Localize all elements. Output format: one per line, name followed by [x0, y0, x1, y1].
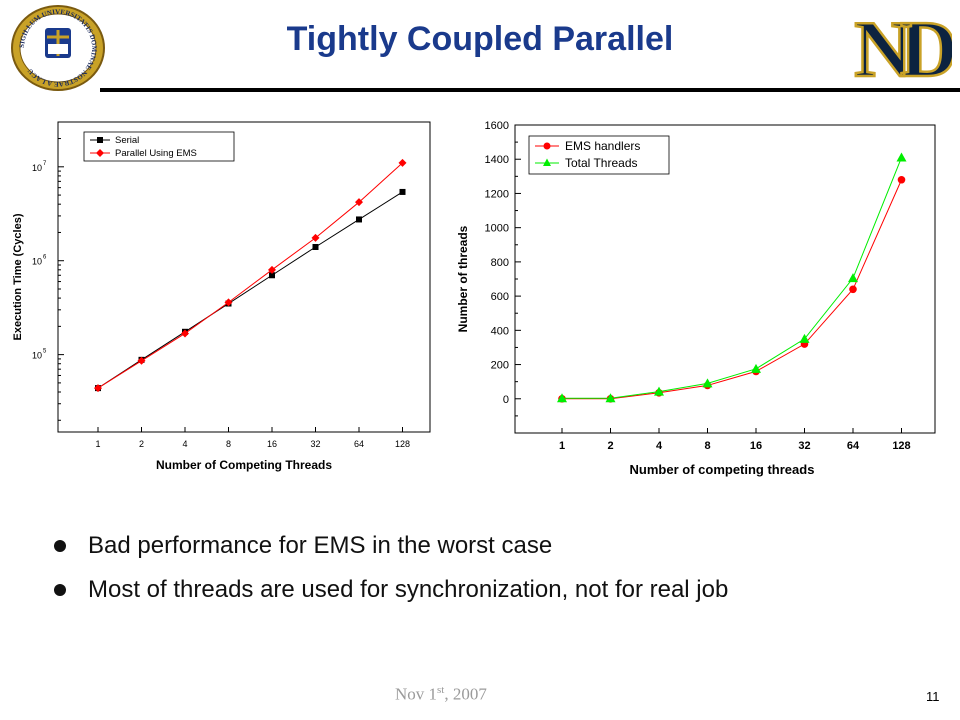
data-point [399, 188, 406, 195]
y-tick-label: 400 [491, 325, 509, 337]
y-tick-label: 0 [503, 394, 509, 406]
y-tick-label: 800 [491, 257, 509, 269]
x-tick-label: 1 [559, 440, 565, 452]
x-axis-label: Number of competing threads [630, 462, 815, 477]
bullet-dot [54, 584, 66, 596]
footer-date: Nov 1st, 2007 [395, 684, 487, 704]
plot-frame [57, 121, 431, 433]
title-divider [100, 88, 960, 92]
data-point [398, 158, 407, 167]
bullet-list: Bad performance for EMS in the worst cas… [52, 528, 932, 616]
y-tick-label: 10 [32, 257, 42, 267]
data-point [605, 393, 616, 403]
x-tick-label: 4 [656, 440, 663, 452]
y-axis-label: Number of threads [456, 225, 470, 332]
data-point [751, 363, 761, 373]
data-point [849, 285, 857, 294]
data-point [224, 298, 233, 307]
y-tick-label: 1200 [485, 188, 509, 200]
series-line-serial [97, 191, 403, 389]
legend-label-ems-handlers: EMS handlers [565, 139, 640, 153]
x-tick-label: 8 [704, 440, 710, 452]
bullet-dot [54, 540, 66, 552]
x-tick-label: 128 [892, 440, 910, 452]
data-point [654, 386, 664, 396]
legend-label-serial: Serial [115, 135, 139, 146]
series-line-total-threads [562, 157, 902, 399]
data-point [897, 175, 906, 184]
data-point [268, 265, 276, 274]
series-line-ems-handlers [562, 179, 902, 400]
data-point [896, 152, 907, 162]
legend: Serial Parallel Using EMS [83, 131, 235, 162]
x-tick-label: 16 [750, 440, 762, 452]
y-axis-label: Execution Time (Cycles) [12, 213, 24, 340]
data-point [311, 233, 320, 242]
x-tick-label: 32 [310, 439, 320, 449]
y-tick-label: 1600 [485, 120, 509, 132]
data-point [181, 329, 189, 338]
x-tick-label: 8 [226, 439, 231, 449]
x-tick-label: 16 [267, 439, 277, 449]
y-tick-label: 600 [491, 291, 509, 303]
data-point [557, 393, 567, 403]
legend-label-parallel: Parallel Using EMS [115, 148, 197, 159]
data-point [356, 216, 362, 223]
y-tick-exponent: 6 [43, 255, 47, 261]
x-tick-label: 2 [139, 439, 144, 449]
y-tick-label: 10 [32, 351, 42, 361]
data-point [702, 378, 713, 388]
x-tick-label: 32 [798, 440, 810, 452]
y-tick-exponent: 5 [43, 349, 47, 355]
slide-title: Tightly Coupled Parallel [286, 20, 674, 58]
thread-count-chart: 1 2 4 8 16 32 64 128 0 200 400 600 800 1000 1200 1400 16… [456, 120, 936, 477]
data-point [269, 272, 275, 279]
x-tick-label: 64 [847, 440, 860, 452]
x-tick-label: 128 [395, 439, 410, 449]
y-tick-exponent: 7 [43, 161, 47, 167]
y-tick-label: 1400 [485, 154, 509, 166]
notre-dame-nd-logo: ND [853, 5, 952, 88]
data-point [355, 198, 363, 207]
x-tick-label: 64 [354, 439, 364, 449]
series-line-parallel [97, 162, 403, 389]
y-tick-label: 10 [32, 163, 42, 173]
university-seal-logo: SIGILLUM UNIVERSITATIS DOMINAE NOSTRAE A… [11, 5, 105, 91]
x-tick-label: 1 [95, 439, 100, 449]
data-point [312, 243, 319, 250]
svg-text:ND: ND [854, 6, 952, 88]
x-axis-label: Number of Competing Threads [156, 458, 332, 472]
data-point [848, 273, 858, 283]
bullet-item: Most of threads are used for synchroniza… [52, 572, 932, 616]
data-point [799, 333, 810, 343]
y-tick-label: 200 [491, 360, 509, 372]
legend-label-total-threads: Total Threads [565, 156, 638, 170]
legend: EMS handlers Total Threads [528, 135, 670, 175]
y-tick-label: 1000 [485, 223, 509, 235]
x-tick-label: 4 [182, 439, 187, 449]
bullet-item: Bad performance for EMS in the worst cas… [52, 528, 932, 572]
x-tick-label: 2 [607, 440, 613, 452]
data-point [137, 356, 146, 365]
page-number: 11 [926, 689, 940, 704]
data-point [94, 384, 102, 393]
